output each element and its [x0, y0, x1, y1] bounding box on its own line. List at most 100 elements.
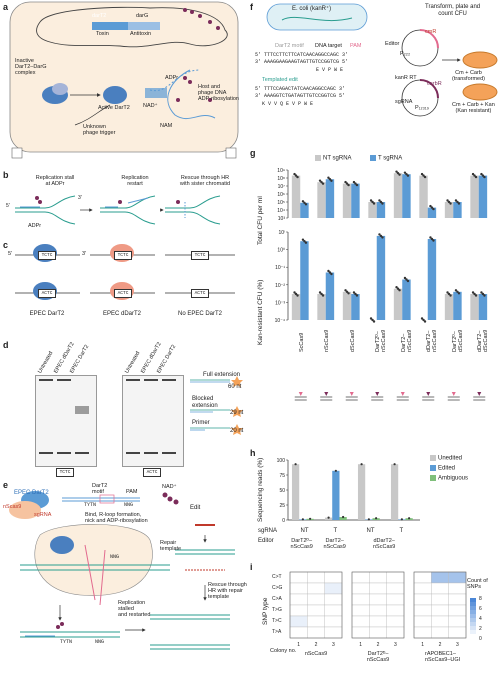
- g-top-point: [483, 175, 486, 179]
- panel-h-label: h: [250, 448, 256, 458]
- i-cell: [369, 615, 387, 628]
- i-cell: [369, 582, 387, 595]
- f-seq3: 5' TTTCCAGACTATCAACAGGCCAGC 3': [255, 86, 346, 92]
- nad-label-a: NAD⁺: [143, 103, 158, 109]
- g-bottom-point: [471, 291, 475, 294]
- f-target-label: DNA target: [315, 43, 342, 49]
- g-bottom-point: [296, 294, 299, 297]
- e-epec-label: EPEC DarT2: [14, 490, 49, 496]
- e-nng-2: NNG: [110, 554, 120, 560]
- rescue-label: Rescue through HR with sister chromatid: [179, 175, 231, 188]
- g-top-point: [320, 180, 323, 184]
- i-legend-tick: 4: [479, 616, 482, 622]
- i-cell: [324, 582, 343, 595]
- g-bottom-point: [405, 278, 408, 281]
- g-bottom-point: [320, 292, 323, 296]
- f-cmkan-label: Cm + Carb + Kan (Kan resistant): [452, 102, 495, 115]
- g-bottom-point: [330, 272, 333, 276]
- h-editor-value: dDarT2– nScCas9: [373, 538, 396, 551]
- e-tytn-1: TYTN: [84, 502, 97, 508]
- i-cell: [431, 582, 449, 595]
- g-bottom-point: [355, 294, 359, 297]
- g-top-point: [293, 172, 296, 176]
- e-bind-label: Bind, R-loop formation, nick and ADP-rib…: [85, 512, 148, 525]
- i-row-label: T>G: [272, 607, 282, 613]
- g-bottom-point: [454, 289, 458, 292]
- g-bottom-point: [473, 292, 476, 296]
- g-bottom-bar: [478, 294, 488, 320]
- i-cell: [431, 615, 449, 628]
- i-legend-swatch: [470, 618, 476, 623]
- i-cell: [431, 593, 449, 606]
- g-bottom-point: [327, 269, 330, 273]
- g-bottom-tick-label: 10⁻⁴: [275, 318, 285, 324]
- e-nng-1: NNG: [124, 502, 134, 508]
- i-cell: [289, 615, 308, 628]
- h-point: [327, 516, 330, 519]
- h-bar: [339, 517, 347, 520]
- f-templated-label: Templated edit: [262, 77, 298, 83]
- e-edit-label: Edit: [190, 505, 201, 511]
- i-legend-swatch: [470, 606, 476, 611]
- i-cell: [431, 571, 449, 584]
- active-dart2-label: Active DarT2: [98, 105, 130, 111]
- g-top-tick-label: 10⁵: [277, 200, 285, 206]
- h-tick-label: 50: [279, 488, 285, 494]
- g-top-point: [454, 199, 458, 202]
- i-cell: [386, 593, 405, 606]
- adpr-label-b: ADPr: [28, 223, 42, 229]
- cell-diagram: [9, 1, 239, 159]
- g-bottom-point: [369, 317, 373, 320]
- restart-label: Replication restart: [121, 175, 149, 188]
- n60-label: 60 nt: [228, 384, 242, 390]
- e-nad-label: NAD⁺: [162, 484, 177, 490]
- g-bottom-bar: [393, 288, 403, 320]
- f-transform-label: Transform, plate and count CFU: [425, 4, 481, 17]
- dart2-gene-label: darT2: [92, 13, 107, 19]
- h-point: [367, 518, 370, 521]
- g-top-tick-label: 10⁹: [277, 168, 285, 174]
- g-top-point: [447, 200, 451, 204]
- g-bottom-point: [423, 320, 427, 323]
- g-top-point: [347, 183, 350, 187]
- i-col-label: 2: [315, 642, 318, 648]
- g-bottom-bar: [317, 294, 326, 320]
- h-sgrna-value: T: [399, 528, 404, 534]
- f-editor-label: Editor: [385, 41, 400, 47]
- g-bottom-point: [328, 271, 332, 274]
- g-top-point: [327, 176, 330, 179]
- g-top-tick-label: 10⁶: [277, 192, 285, 198]
- g-top-point: [430, 206, 434, 209]
- motif-tctc-1: TCTC: [38, 251, 56, 260]
- i-legend-tick: 2: [479, 626, 482, 632]
- i-col-label: 1: [297, 642, 300, 648]
- i-col-label: 2: [439, 642, 442, 648]
- e-nng-3: NNG: [95, 639, 105, 645]
- g-bottom-point: [396, 287, 400, 290]
- i-cell: [351, 615, 370, 628]
- g-top-point: [303, 201, 306, 204]
- g-bottom-point: [301, 238, 305, 241]
- g-bottom-point: [379, 234, 383, 238]
- g-bottom-point: [354, 292, 357, 296]
- g-bottom-point: [398, 289, 401, 292]
- g-bottom-bar: [300, 241, 309, 320]
- g-top-point: [354, 182, 357, 185]
- i-cell: [386, 626, 405, 639]
- i-cell: [413, 593, 432, 606]
- primer-label: Primer: [192, 420, 210, 426]
- h-point: [360, 463, 363, 466]
- adpr-label-a: ADPr: [165, 75, 179, 81]
- nam-label-a: NAM: [160, 123, 173, 129]
- i-cell: [369, 604, 387, 617]
- g-top-point: [395, 170, 398, 173]
- g-top-bar: [419, 175, 428, 218]
- h-point: [400, 518, 403, 521]
- g-top-point: [352, 180, 356, 184]
- i-cell: [413, 626, 432, 639]
- g-bottom-point: [294, 292, 298, 296]
- replication-fork-diagrams: [15, 195, 221, 225]
- g-top-point: [473, 174, 476, 177]
- g-bottom-point: [352, 291, 356, 294]
